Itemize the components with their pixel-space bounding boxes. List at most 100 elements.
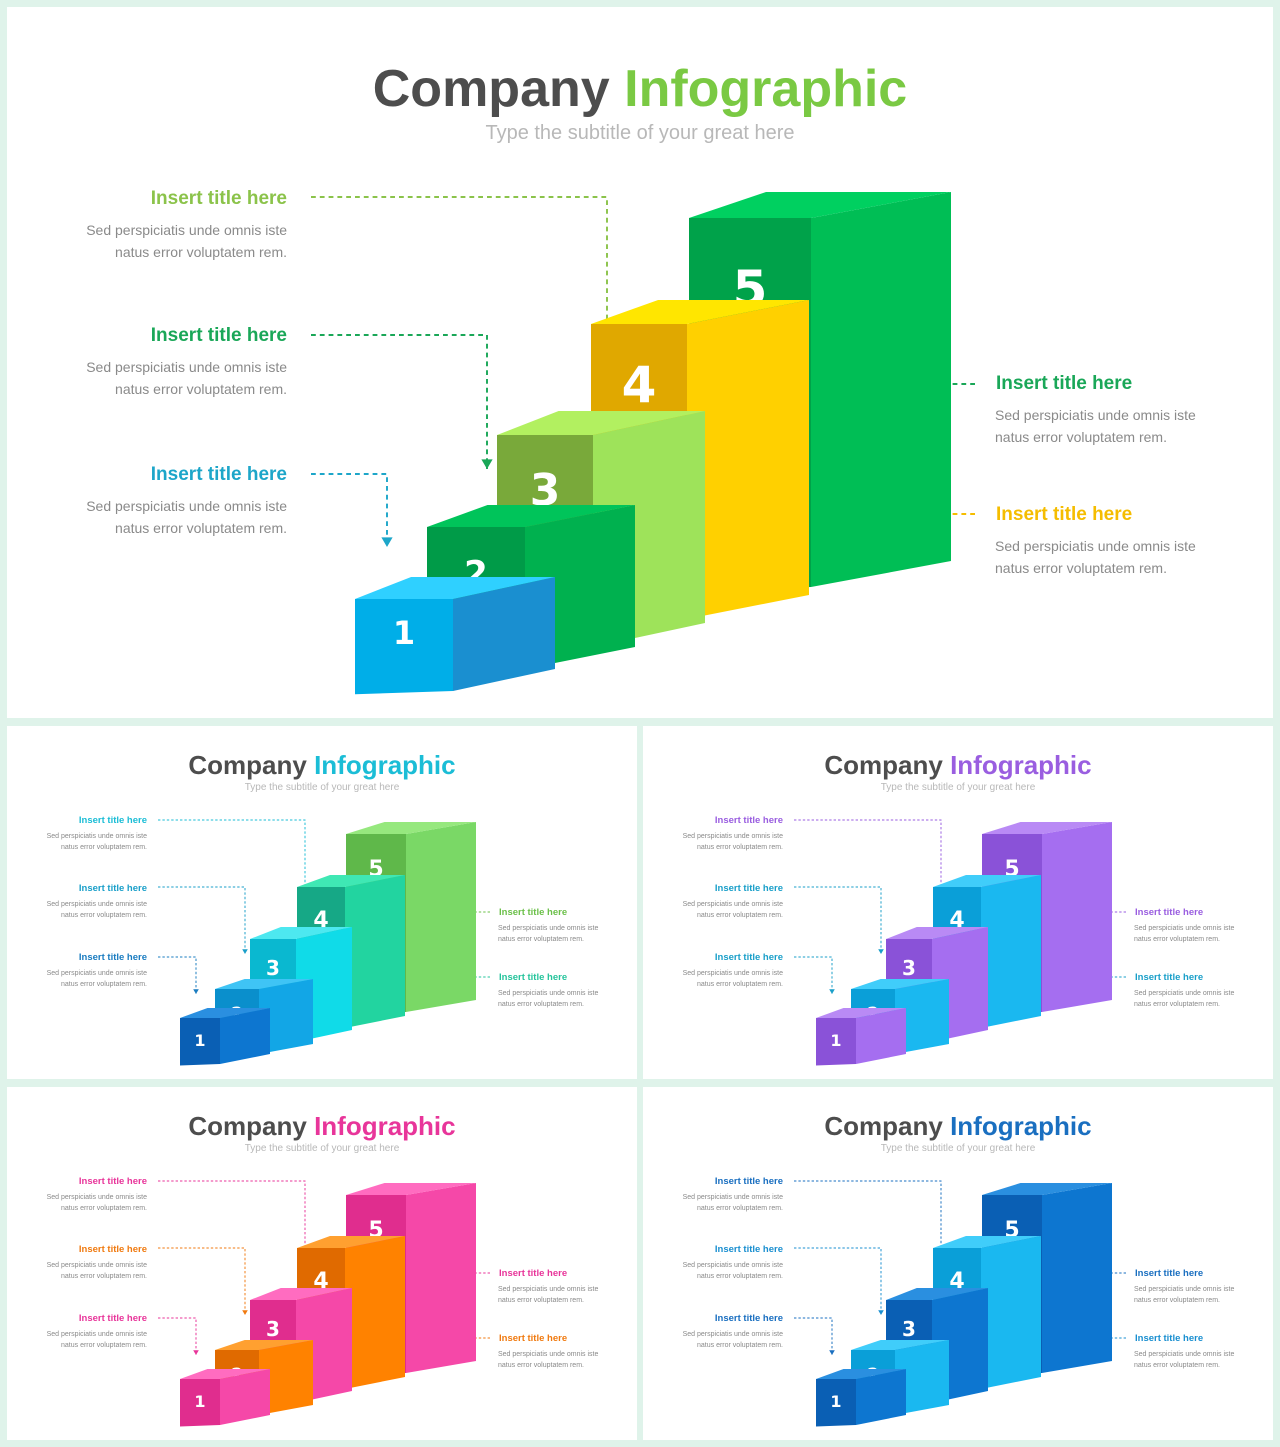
- connector-line: [311, 334, 488, 469]
- item-desc-line: Sed perspiciatis unde omnis iste: [46, 970, 147, 977]
- item-desc: Sed perspiciatis unde omnis iste natus e…: [498, 924, 628, 946]
- item-title: Insert title here: [714, 815, 783, 826]
- connector-arrow: [878, 1310, 884, 1315]
- bar-top: [816, 1369, 906, 1379]
- bar-side: [856, 1008, 906, 1064]
- connector-line: [311, 473, 388, 547]
- bar-number: 4: [622, 356, 657, 414]
- connector-line: [794, 1247, 882, 1315]
- bar-side: [345, 1236, 405, 1389]
- bar-front: [355, 599, 453, 695]
- bar-top: [886, 1288, 988, 1300]
- bar-side: [345, 875, 405, 1028]
- item-desc-line: natus error voluptatem rem.: [115, 519, 287, 536]
- item-desc: Sed perspiciatis unde omnis iste natus e…: [643, 1261, 783, 1283]
- item-desc: Sed perspiciatis unde omnis iste natus e…: [1134, 924, 1264, 946]
- bar-side: [856, 1369, 906, 1425]
- item-desc-line: natus error voluptatem rem.: [697, 843, 783, 851]
- bar-side: [895, 979, 949, 1054]
- item-title: Insert title here: [1135, 1268, 1204, 1279]
- connector-line: [158, 819, 306, 916]
- bar-number: 4: [949, 908, 964, 933]
- item-desc-line: natus error voluptatem rem.: [1134, 935, 1220, 943]
- title-part1: Company: [824, 1111, 943, 1141]
- item-title: Insert title here: [499, 1333, 568, 1344]
- item-desc-line: natus error voluptatem rem.: [995, 559, 1167, 576]
- item-desc: Sed perspiciatis unde omnis iste natus e…: [643, 832, 783, 854]
- bar-top: [180, 1369, 270, 1379]
- bar-top: [689, 192, 951, 218]
- bar-top: [297, 1236, 405, 1248]
- item-desc: Sed perspiciatis unde omnis iste natus e…: [7, 969, 147, 991]
- bar-number: 3: [902, 956, 916, 980]
- item-desc-line: natus error voluptatem rem.: [1134, 1296, 1220, 1304]
- item-desc-line: Sed perspiciatis unde omnis iste: [86, 359, 287, 375]
- connector-arrow: [829, 989, 835, 994]
- bar-top: [933, 875, 1041, 887]
- connector-line: [158, 886, 246, 954]
- title-part2: Infographic: [314, 1111, 456, 1141]
- item-desc-line: natus error voluptatem rem.: [61, 1204, 147, 1212]
- item-desc-line: Sed perspiciatis unde omnis iste: [995, 407, 1196, 423]
- bar-top: [982, 822, 1112, 834]
- item-desc: Sed perspiciatis unde omnis iste natus e…: [1134, 1285, 1264, 1307]
- item-title: Insert title here: [714, 1176, 783, 1187]
- connector-arrow: [242, 949, 248, 954]
- item-desc-line: natus error voluptatem rem.: [697, 1341, 783, 1349]
- item-desc-line: natus error voluptatem rem.: [697, 1204, 783, 1212]
- bar-side: [220, 1369, 270, 1425]
- page-title: Company Infographic: [7, 59, 1273, 119]
- item-desc-line: Sed perspiciatis unde omnis iste: [682, 1262, 783, 1269]
- item-desc-line: natus error voluptatem rem.: [498, 1361, 584, 1369]
- item-title: Insert title here: [150, 188, 287, 209]
- bar-top: [816, 1008, 906, 1018]
- bar-side: [259, 979, 313, 1054]
- item-desc-line: natus error voluptatem rem.: [697, 911, 783, 919]
- item-desc-line: Sed perspiciatis unde omnis iste: [1134, 1351, 1235, 1358]
- item-title: Insert title here: [714, 1313, 783, 1324]
- page-subtitle: Type the subtitle of your great here: [244, 1143, 400, 1154]
- item-desc-line: natus error voluptatem rem.: [61, 911, 147, 919]
- item-desc-line: natus error voluptatem rem.: [498, 1000, 584, 1008]
- connector-line: [158, 1247, 246, 1315]
- item-desc-line: natus error voluptatem rem.: [115, 380, 287, 397]
- item-desc: Sed perspiciatis unde omnis iste natus e…: [1134, 989, 1264, 1011]
- connector-arrow: [193, 989, 199, 994]
- bar-top: [250, 1288, 352, 1300]
- bar-side: [220, 1008, 270, 1064]
- connector-line: [794, 1317, 833, 1355]
- item-desc: Sed perspiciatis unde omnis iste natus e…: [7, 1261, 147, 1283]
- item-desc-line: Sed perspiciatis unde omnis iste: [1134, 990, 1235, 997]
- bar-top: [497, 411, 705, 435]
- bar-side: [1042, 822, 1112, 1012]
- item-title: Insert title here: [996, 504, 1133, 525]
- bar-number: 4: [313, 908, 328, 933]
- bar-top: [346, 822, 476, 834]
- title-part2: Infographic: [950, 750, 1092, 780]
- item-title: Insert title here: [150, 464, 287, 485]
- connector-line: [158, 1317, 197, 1355]
- bar-number: 3: [266, 1317, 280, 1341]
- bar-side: [811, 192, 951, 587]
- item-desc: Sed perspiciatis unde omnis iste natus e…: [7, 1193, 147, 1215]
- bar-top: [851, 1340, 949, 1350]
- connector-line: [311, 196, 608, 397]
- bar-number: 1: [194, 1392, 205, 1411]
- item-desc-line: Sed perspiciatis unde omnis iste: [498, 1286, 599, 1293]
- item-desc-line: Sed perspiciatis unde omnis iste: [46, 833, 147, 840]
- item-desc: Sed perspiciatis unde omnis iste natus e…: [995, 536, 1255, 579]
- item-desc-line: natus error voluptatem rem.: [1134, 1361, 1220, 1369]
- bar-top: [250, 927, 352, 939]
- item-title: Insert title here: [1135, 907, 1204, 918]
- page-subtitle: Type the subtitle of your great here: [880, 782, 1036, 793]
- item-desc-line: natus error voluptatem rem.: [995, 428, 1167, 445]
- item-desc-line: natus error voluptatem rem.: [498, 935, 584, 943]
- item-desc-line: Sed perspiciatis unde omnis iste: [86, 222, 287, 238]
- item-desc-line: Sed perspiciatis unde omnis iste: [682, 901, 783, 908]
- page-title: Company Infographic: [7, 1111, 637, 1142]
- item-title: Insert title here: [150, 325, 287, 346]
- bar-number: 4: [949, 1269, 964, 1294]
- item-title: Insert title here: [499, 972, 568, 983]
- item-desc: Sed perspiciatis unde omnis iste natus e…: [643, 1193, 783, 1215]
